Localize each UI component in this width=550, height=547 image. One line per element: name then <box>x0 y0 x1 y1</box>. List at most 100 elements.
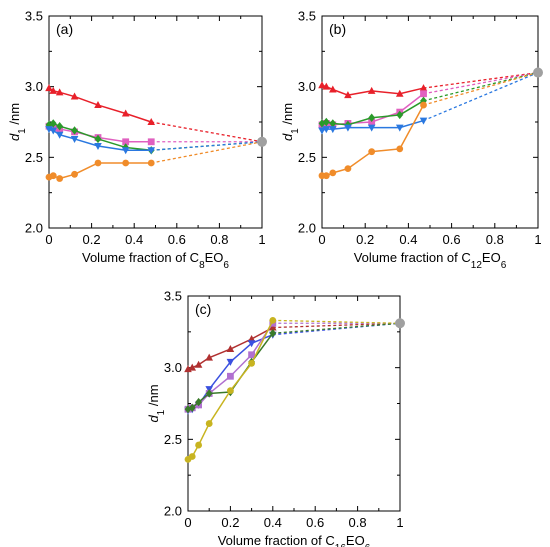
data-point <box>195 397 202 407</box>
data-point <box>368 118 376 126</box>
data-point <box>147 159 155 167</box>
series-3 <box>45 126 263 155</box>
data-point <box>70 135 79 143</box>
data-point <box>205 389 213 398</box>
data-point <box>121 109 130 117</box>
series-0 <box>184 322 401 373</box>
data-point <box>71 170 78 178</box>
series-0 <box>45 84 263 143</box>
data-point <box>194 360 203 368</box>
data-point <box>205 420 213 427</box>
data-point <box>344 124 352 132</box>
data-point <box>56 175 64 182</box>
data-point <box>322 82 331 90</box>
plot-frame <box>187 295 401 512</box>
y-tick-label: 3.5 <box>298 9 316 24</box>
data-point <box>396 110 404 120</box>
data-point <box>121 147 130 155</box>
y-tick-label: 3.0 <box>164 360 182 375</box>
data-point <box>367 86 376 94</box>
y-tick-label: 2.0 <box>298 221 316 236</box>
series-4 <box>318 71 539 180</box>
x-tick-label: 0.8 <box>210 232 228 247</box>
y-tick-label: 3.0 <box>25 79 43 94</box>
data-point <box>368 148 376 156</box>
chart-panel-2: 0 0.2 0.4 0.6 0.8 1 2.0 2.5 3.0 3.5 Volume fractio… <box>146 289 405 547</box>
series-dashed-extension <box>151 141 263 164</box>
endpoint-marker <box>257 136 267 147</box>
series-1 <box>184 322 401 415</box>
series-dashed-extension <box>151 141 263 151</box>
plot-frame <box>321 15 539 229</box>
data-point <box>227 387 234 394</box>
data-point <box>420 101 427 109</box>
x-tick-label: 0.6 <box>306 515 324 530</box>
x-tick-label: 0 <box>318 232 325 247</box>
y-tick-label: 2.0 <box>164 504 182 519</box>
y-tick-label: 3.0 <box>298 79 316 94</box>
y-tick-label: 2.5 <box>25 150 43 165</box>
y-tick-label: 2.0 <box>25 221 43 236</box>
series-0 <box>318 71 539 99</box>
series-2 <box>184 319 400 413</box>
data-point <box>226 345 235 353</box>
data-point <box>147 138 155 146</box>
series-4 <box>45 141 263 182</box>
data-point <box>269 323 277 331</box>
series-dashed-extension <box>272 322 401 336</box>
panel-label: (b) <box>329 21 346 37</box>
data-point <box>94 101 102 109</box>
x-tick-label: 0 <box>184 515 191 530</box>
series-dashed-extension <box>423 71 539 89</box>
data-point <box>188 403 196 412</box>
data-point <box>395 124 404 132</box>
data-point <box>195 441 203 449</box>
y-tick-label: 2.5 <box>298 150 316 165</box>
data-point <box>322 172 330 180</box>
x-tick-label: 1 <box>534 232 541 247</box>
series-dashed-extension <box>272 319 401 324</box>
data-point <box>322 117 330 127</box>
x-tick-label: 0.6 <box>443 232 461 247</box>
data-point <box>420 90 427 98</box>
data-point <box>227 372 234 380</box>
x-tick-label: 0.8 <box>486 232 504 247</box>
data-point <box>122 138 130 146</box>
y-tick-label: 3.5 <box>25 9 43 24</box>
data-point <box>318 119 326 128</box>
data-point <box>248 359 256 367</box>
series-3 <box>318 71 539 135</box>
data-point <box>367 124 376 132</box>
x-axis-title: Volume fraction of C16EO6 <box>218 533 371 547</box>
data-point <box>55 131 64 139</box>
panel-label: (a) <box>56 21 73 37</box>
data-point <box>322 126 331 134</box>
data-point <box>94 134 102 144</box>
series-dashed-extension <box>272 322 401 329</box>
x-tick-label: 0.8 <box>349 515 367 530</box>
x-axis-title: Volume fraction of C8EO6 <box>82 250 229 271</box>
data-point <box>247 335 256 342</box>
series-2 <box>318 71 539 130</box>
data-point <box>329 119 337 128</box>
chart-panel-1: 0 0.2 0.4 0.6 0.8 1 2.0 2.5 3.0 3.5 Volume fractio… <box>280 9 543 271</box>
series-dashed-extension <box>423 71 539 122</box>
series-1 <box>45 122 262 146</box>
data-point <box>49 172 57 180</box>
data-point <box>396 145 404 153</box>
series-3 <box>184 322 401 414</box>
data-point <box>226 358 235 366</box>
x-tick-label: 0.2 <box>221 515 239 530</box>
x-tick-label: 0.4 <box>264 515 282 530</box>
data-point <box>188 363 197 371</box>
series-dashed-extension <box>151 121 263 143</box>
x-tick-label: 0.4 <box>399 232 417 247</box>
data-point <box>147 118 156 125</box>
data-point <box>269 329 277 338</box>
data-point <box>344 91 352 99</box>
plot-frame <box>48 15 263 229</box>
data-point <box>329 126 337 134</box>
data-point <box>247 340 256 348</box>
x-tick-label: 0.6 <box>168 232 186 247</box>
